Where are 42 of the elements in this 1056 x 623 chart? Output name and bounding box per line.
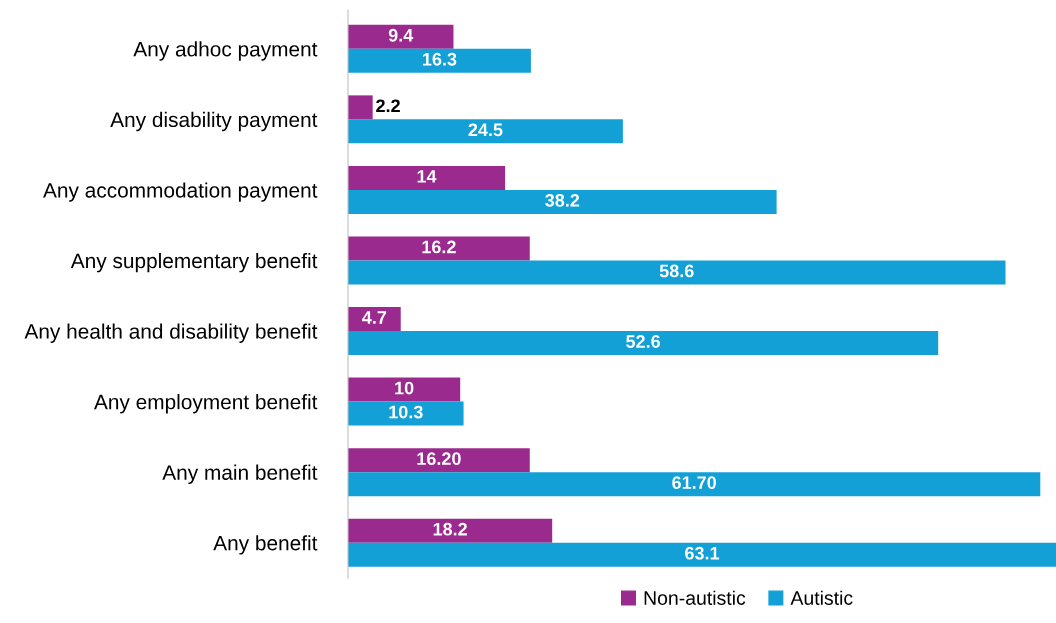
data-label: 61.70 — [672, 476, 716, 489]
bar — [348, 448, 530, 473]
legend-label: Autistic — [790, 590, 853, 605]
bar — [348, 331, 939, 356]
y-tick-label: Any supplementary benefit — [70, 252, 318, 273]
data-label: 38.2 — [545, 193, 580, 207]
data-label: 2.2 — [376, 99, 400, 113]
data-label: 14 — [417, 170, 437, 183]
data-label: 4.7 — [362, 311, 387, 324]
data-label: 58.6 — [659, 264, 694, 278]
bar — [348, 119, 623, 144]
data-label: 16.20 — [417, 452, 461, 466]
y-tick-label: Any employment benefit — [94, 394, 318, 414]
y-tick-label: Any disability payment — [110, 111, 318, 132]
y-tick-label: Any main benefit — [162, 464, 318, 485]
data-label: 16.2 — [422, 240, 456, 254]
bar — [348, 401, 464, 426]
bar — [348, 377, 461, 402]
y-tick-label: Any accommodation payment — [43, 182, 318, 202]
bar — [348, 189, 777, 214]
legend-label: Non-autistic — [644, 590, 746, 605]
bar — [348, 472, 1041, 497]
y-tick-label: Any benefit — [213, 535, 318, 555]
data-label: 9.4 — [388, 28, 414, 42]
bar — [348, 165, 506, 190]
data-label: 24.5 — [468, 123, 503, 137]
bar — [348, 24, 454, 49]
data-label: 52.6 — [626, 335, 661, 348]
bar — [348, 542, 1056, 567]
bar — [348, 48, 531, 73]
data-label: 10 — [395, 381, 414, 395]
y-tick-label: Any adhoc payment — [133, 41, 318, 61]
data-label: 63.1 — [685, 546, 720, 560]
bar — [348, 518, 553, 543]
data-label: 16.3 — [423, 52, 457, 66]
data-label: 18.2 — [433, 522, 467, 536]
data-label: 10.3 — [389, 405, 423, 419]
bar — [348, 307, 401, 332]
bar — [348, 236, 530, 261]
y-tick-label: Any health and disability benefit — [24, 323, 318, 343]
bar — [348, 95, 373, 120]
bar — [348, 260, 1006, 285]
